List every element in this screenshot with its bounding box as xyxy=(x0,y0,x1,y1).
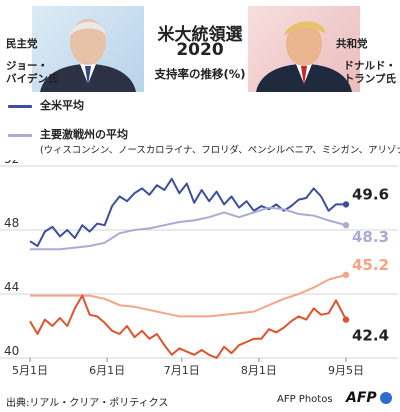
source-note: 出典:リアル・クリア・ポリティクス xyxy=(6,398,169,409)
chart-subtitle: 支持率の推移(%) xyxy=(154,67,246,81)
x-tick-label: 9月5日 xyxy=(328,364,364,377)
afp-logo: AFP xyxy=(346,390,377,406)
y-tick-label: 48 xyxy=(4,216,19,230)
x-tick-label: 5月1日 xyxy=(12,364,48,377)
trump-portrait xyxy=(248,6,360,92)
chart-title-year: 2020 xyxy=(176,40,224,60)
biden-portrait xyxy=(32,6,144,92)
left-party-label: 民主党 xyxy=(6,38,38,50)
y-tick-label: 40 xyxy=(4,344,19,358)
end-value-label-biden_swing: 48.3 xyxy=(352,228,389,246)
end-value-label-biden_national: 49.6 xyxy=(352,185,389,203)
x-tick-label: 7月1日 xyxy=(164,364,200,377)
series-endpoint-trump_national xyxy=(342,316,350,323)
approval-line-chart: 40 44 48 52 5月1日 6月1日 7月1日 8月1日 9月5日 49.6 48.3 45.2… xyxy=(0,160,398,377)
right-candidate-label: ドナルド・ トランプ氏 xyxy=(343,60,397,85)
series-endpoint-biden_swing xyxy=(342,222,350,229)
series-endpoint-trump_swing xyxy=(342,271,350,278)
legend-swing-states: (ウィスコンシン、ノースカロライナ、フロリダ、ペンシルベニア、ミシガン、アリゾナ… xyxy=(40,145,400,156)
series-line-biden_national xyxy=(29,177,346,247)
left-candidate-label: ジョー・ バイデン氏 xyxy=(6,60,59,85)
x-tick-label: 8月1日 xyxy=(241,364,277,377)
end-value-label-trump_swing: 45.2 xyxy=(352,256,389,274)
afp-logo-mark xyxy=(380,392,392,404)
photo-credit: AFP Photos xyxy=(277,394,333,405)
legend-swatch-swing xyxy=(8,134,32,137)
series-line-trump_swing xyxy=(30,273,347,318)
legend-swatch-national xyxy=(8,105,32,108)
right-party-label: 共和党 xyxy=(336,38,368,50)
legend-label-national: 全米平均 xyxy=(40,99,84,112)
y-tick-label: 44 xyxy=(4,280,19,294)
y-tick-label: 52 xyxy=(4,160,19,166)
end-value-label-trump_national: 42.4 xyxy=(352,327,389,345)
legend-label-swing: 主要激戦州の平均 xyxy=(40,128,128,141)
x-tick-label: 6月1日 xyxy=(89,364,125,377)
series-line-biden_swing xyxy=(30,206,347,251)
series-endpoint-biden_national xyxy=(342,201,350,208)
series-line-trump_national xyxy=(29,294,347,359)
chart-title: 米大統領選 xyxy=(157,25,243,45)
